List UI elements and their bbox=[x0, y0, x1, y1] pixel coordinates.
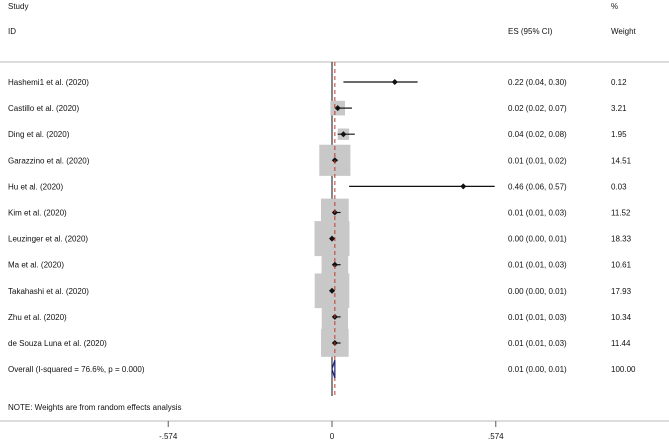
point-estimate bbox=[340, 131, 347, 138]
study-label: Hashemi1 et al. (2020) bbox=[8, 78, 89, 87]
header-id: ID bbox=[8, 27, 16, 36]
study-label: Kim et al. (2020) bbox=[8, 209, 67, 218]
study-rows: Hashemi1 et al. (2020) 0.22 (0.04, 0.30) 0… bbox=[8, 62, 636, 396]
study-es-ci: 0.00 (0.00, 0.01) bbox=[508, 235, 567, 244]
study-label: Zhu et al. (2020) bbox=[8, 313, 67, 322]
point-estimate bbox=[329, 235, 335, 242]
study-weight: 11.44 bbox=[611, 339, 631, 348]
point-estimate bbox=[391, 79, 398, 85]
study-es-ci: 0.22 (0.04, 0.30) bbox=[508, 78, 567, 87]
study-label: de Souza Luna et al. (2020) bbox=[8, 339, 107, 348]
study-weight: 0.03 bbox=[611, 182, 627, 191]
study-label: Castillo et al. (2020) bbox=[8, 104, 79, 113]
study-es-ci: 0.02 (0.02, 0.07) bbox=[508, 104, 567, 113]
header-pct: % bbox=[611, 2, 618, 11]
x-axis: -.574 0 .574 bbox=[159, 421, 504, 441]
point-estimate bbox=[329, 287, 335, 294]
study-es-ci: 0.01 (0.01, 0.03) bbox=[508, 209, 567, 218]
study-label: Hu et al. (2020) bbox=[8, 182, 63, 191]
study-es-ci: 0.46 (0.06, 0.57) bbox=[508, 182, 567, 191]
point-estimate bbox=[460, 183, 467, 190]
point-estimate bbox=[331, 261, 338, 268]
overall-diamond bbox=[331, 359, 336, 379]
footnote: NOTE: Weights are from random effects an… bbox=[8, 403, 182, 412]
header-weight: Weight bbox=[611, 27, 637, 36]
study-label: Garazzino et al. (2020) bbox=[8, 156, 90, 165]
study-es-ci: 0.01 (0.01, 0.03) bbox=[508, 313, 567, 322]
study-label: Ding et al. (2020) bbox=[8, 130, 70, 139]
study-label: Leuzinger et al. (2020) bbox=[8, 235, 88, 244]
overall-weight: 100.00 bbox=[611, 365, 636, 374]
study-weight: 0.12 bbox=[611, 78, 627, 87]
header-study: Study bbox=[8, 2, 28, 11]
x-tick-label: 0 bbox=[330, 432, 335, 441]
study-weight: 1.95 bbox=[611, 130, 627, 139]
x-tick-label: -.574 bbox=[159, 432, 178, 441]
study-es-ci: 0.00 (0.00, 0.01) bbox=[508, 287, 567, 296]
study-label: Takahashi et al. (2020) bbox=[8, 287, 89, 296]
study-weight: 10.61 bbox=[611, 261, 632, 270]
overall-es-ci: 0.01 (0.00, 0.01) bbox=[508, 365, 567, 374]
study-es-ci: 0.01 (0.01, 0.03) bbox=[508, 339, 567, 348]
overall-label: Overall (I-squared = 76.6%, p = 0.000) bbox=[8, 365, 145, 374]
study-es-ci: 0.01 (0.01, 0.02) bbox=[508, 156, 567, 165]
study-weight: 18.33 bbox=[611, 235, 632, 244]
study-label: Ma et al. (2020) bbox=[8, 261, 64, 270]
study-weight: 14.51 bbox=[611, 156, 632, 165]
study-weight: 3.21 bbox=[611, 104, 627, 113]
point-estimate bbox=[334, 105, 341, 112]
study-weight: 10.34 bbox=[611, 313, 632, 322]
study-es-ci: 0.01 (0.01, 0.03) bbox=[508, 261, 567, 270]
study-es-ci: 0.04 (0.02, 0.08) bbox=[508, 130, 567, 139]
x-tick-label: .574 bbox=[488, 432, 504, 441]
header-es: ES (95% CI) bbox=[508, 27, 553, 36]
study-weight: 11.52 bbox=[611, 209, 631, 218]
study-weight: 17.93 bbox=[611, 287, 632, 296]
